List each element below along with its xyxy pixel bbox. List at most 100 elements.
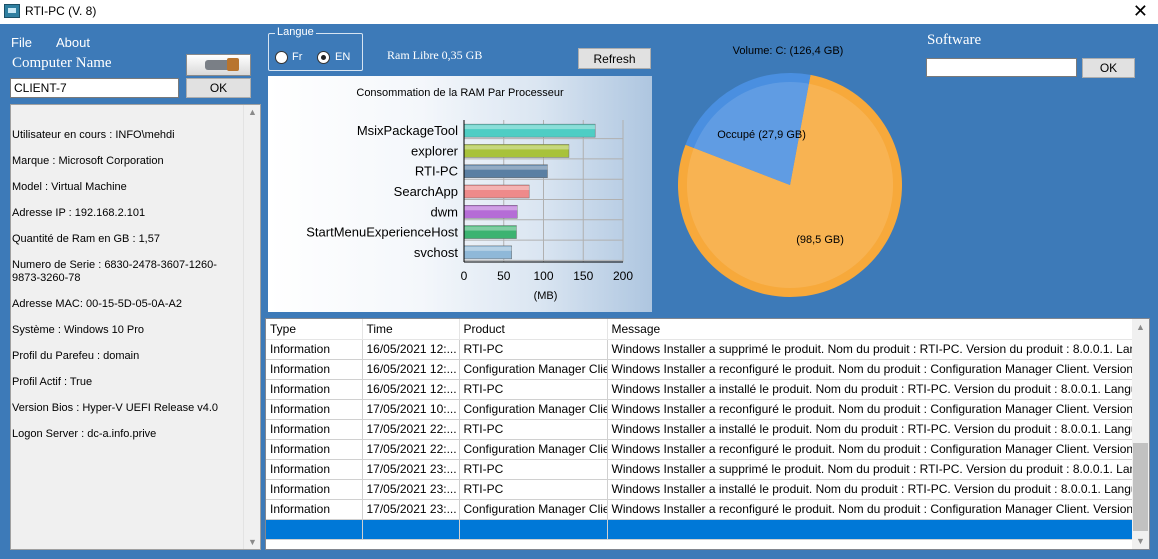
bar-highlight: [464, 246, 512, 251]
cell-product[interactable]: RTI-PC: [459, 379, 608, 400]
cell-message[interactable]: Windows Installer a installé le produit.…: [607, 419, 1134, 440]
column-time[interactable]: Time: [362, 319, 460, 340]
disk-pie-chart: Volume: C: (126,4 GB) (98,5 GB) Occupé (27…: [678, 45, 902, 297]
cell-message[interactable]: Windows Installer a installé le produit.…: [607, 379, 1134, 400]
pie-sheen: [686, 81, 894, 289]
cell-time[interactable]: 16/05/2021 12:...: [362, 359, 460, 380]
info-user: Utilisateur en cours : INFO\mehdi: [12, 129, 175, 141]
cell-time[interactable]: 16/05/2021 12:...: [362, 339, 460, 360]
info-scrollbar[interactable]: ▲ ▼: [243, 105, 260, 549]
computer-image-icon[interactable]: [186, 54, 251, 76]
refresh-button[interactable]: Refresh: [578, 48, 651, 69]
cell-product[interactable]: Configuration Manager Client: [459, 439, 608, 460]
radio-fr-label[interactable]: Fr: [292, 51, 303, 63]
cell-type[interactable]: Information: [266, 339, 363, 360]
cell-type[interactable]: Information: [266, 379, 363, 400]
pie-slice: [685, 73, 811, 185]
x-tick-label: 100: [533, 269, 553, 283]
cell-type[interactable]: Information: [266, 359, 363, 380]
ram-bar-chart: Consommation de la RAM Par Processeur 0 50…: [306, 87, 633, 302]
pie-label: (98,5 GB): [796, 234, 844, 246]
menu-file[interactable]: File: [11, 35, 32, 50]
cell-type[interactable]: Information: [266, 479, 363, 500]
column-message[interactable]: Message: [607, 319, 1134, 340]
cell-product[interactable]: RTI-PC: [459, 339, 608, 360]
cell-product[interactable]: RTI-PC: [459, 459, 608, 480]
radio-en[interactable]: [317, 51, 330, 64]
cell-product[interactable]: Configuration Manager Client: [459, 499, 608, 520]
table-row[interactable]: Information 17/05/2021 22:... Configuratio…: [266, 439, 1134, 460]
category-label: MsixPackageTool: [357, 123, 458, 138]
x-tick-label: 0: [461, 269, 468, 283]
cell-product[interactable]: Configuration Manager Client: [459, 399, 608, 420]
cell-time[interactable]: 17/05/2021 23:...: [362, 459, 460, 480]
cell-product[interactable]: RTI-PC: [459, 419, 608, 440]
cell-time[interactable]: 17/05/2021 23:...: [362, 479, 460, 500]
category-label: StartMenuExperienceHost: [306, 225, 458, 240]
menu-about[interactable]: About: [56, 35, 90, 50]
cell-message[interactable]: Windows Installer a installé le produit.…: [607, 479, 1134, 500]
column-type[interactable]: Type: [266, 319, 363, 340]
langue-title: Langue: [275, 26, 316, 38]
cell-product[interactable]: [459, 519, 608, 540]
info-ram: Quantité de Ram en GB : 1,57: [12, 233, 160, 245]
table-scroll-thumb[interactable]: [1133, 443, 1148, 531]
cell-time[interactable]: [362, 519, 460, 540]
cell-product[interactable]: RTI-PC: [459, 479, 608, 500]
software-ok-button[interactable]: OK: [1082, 58, 1135, 78]
category-label: RTI-PC: [415, 164, 458, 179]
cell-message[interactable]: Windows Installer a reconfiguré le produ…: [607, 499, 1134, 520]
table-row[interactable]: [266, 519, 1134, 540]
table-row[interactable]: Information 17/05/2021 23:... Configuratio…: [266, 499, 1134, 520]
computer-name-ok-button[interactable]: OK: [186, 78, 251, 98]
radio-en-label[interactable]: EN: [335, 51, 351, 63]
cell-time[interactable]: 17/05/2021 23:...: [362, 499, 460, 520]
scroll-up-icon[interactable]: ▲: [248, 107, 257, 117]
table-scroll-up-icon[interactable]: ▲: [1136, 322, 1145, 332]
cell-message[interactable]: [607, 519, 1134, 540]
pie-slice: [678, 74, 902, 297]
table-row[interactable]: Information 17/05/2021 10:... Configuratio…: [266, 399, 1134, 420]
cell-message[interactable]: Windows Installer a reconfiguré le produ…: [607, 439, 1134, 460]
table-scrollbar[interactable]: ▲ ▼: [1132, 319, 1149, 549]
table-row[interactable]: Information 16/05/2021 12:... RTI-PC Window…: [266, 379, 1134, 400]
scroll-down-icon[interactable]: ▼: [248, 537, 257, 547]
cell-message[interactable]: Windows Installer a supprimé le produit.…: [607, 339, 1134, 360]
cell-message[interactable]: Windows Installer a supprimé le produit.…: [607, 459, 1134, 480]
cell-type[interactable]: Information: [266, 499, 363, 520]
software-input[interactable]: [926, 58, 1077, 77]
cell-type[interactable]: Information: [266, 399, 363, 420]
radio-fr[interactable]: [275, 51, 288, 64]
table-row[interactable]: Information 16/05/2021 12:... Configuratio…: [266, 359, 1134, 380]
software-label: Software: [927, 32, 982, 48]
table-row[interactable]: Information 17/05/2021 23:... RTI-PC Window…: [266, 479, 1134, 500]
info-ip: Adresse IP : 192.168.2.101: [12, 207, 146, 219]
cell-time[interactable]: 17/05/2021 22:...: [362, 439, 460, 460]
cell-type[interactable]: Information: [266, 439, 363, 460]
ram-chart: Consommation de la RAM Par Processeur 0 50…: [268, 76, 652, 312]
table-row[interactable]: Information 17/05/2021 22:... RTI-PC Window…: [266, 419, 1134, 440]
category-label: dwm: [431, 204, 458, 219]
cell-time[interactable]: 17/05/2021 22:...: [362, 419, 460, 440]
info-firewall: Profil du Parefeu : domain: [12, 350, 140, 362]
computer-name-input[interactable]: [10, 78, 179, 98]
cell-time[interactable]: 17/05/2021 10:...: [362, 399, 460, 420]
pie-title: Volume: C: (126,4 GB): [733, 45, 844, 57]
table-row[interactable]: Information 16/05/2021 12:... RTI-PC Window…: [266, 339, 1134, 360]
cell-type[interactable]: Information: [266, 419, 363, 440]
x-tick-label: 200: [613, 269, 633, 283]
cell-product[interactable]: Configuration Manager Client: [459, 359, 608, 380]
cell-time[interactable]: 16/05/2021 12:...: [362, 379, 460, 400]
cell-message[interactable]: Windows Installer a reconfiguré le produ…: [607, 359, 1134, 380]
pie-label: Occupé (27,9 GB): [717, 129, 806, 141]
close-icon[interactable]: ✕: [1132, 1, 1148, 21]
cell-type[interactable]: [266, 519, 363, 540]
info-model: Model : Virtual Machine: [12, 181, 127, 193]
column-product[interactable]: Product: [459, 319, 608, 340]
bar-highlight: [464, 145, 569, 150]
cell-type[interactable]: Information: [266, 459, 363, 480]
table-scroll-down-icon[interactable]: ▼: [1136, 536, 1145, 546]
table-row[interactable]: Information 17/05/2021 23:... RTI-PC Window…: [266, 459, 1134, 480]
title-bar: RTI-PC (V. 8) ✕: [0, 0, 1158, 24]
cell-message[interactable]: Windows Installer a reconfiguré le produ…: [607, 399, 1134, 420]
